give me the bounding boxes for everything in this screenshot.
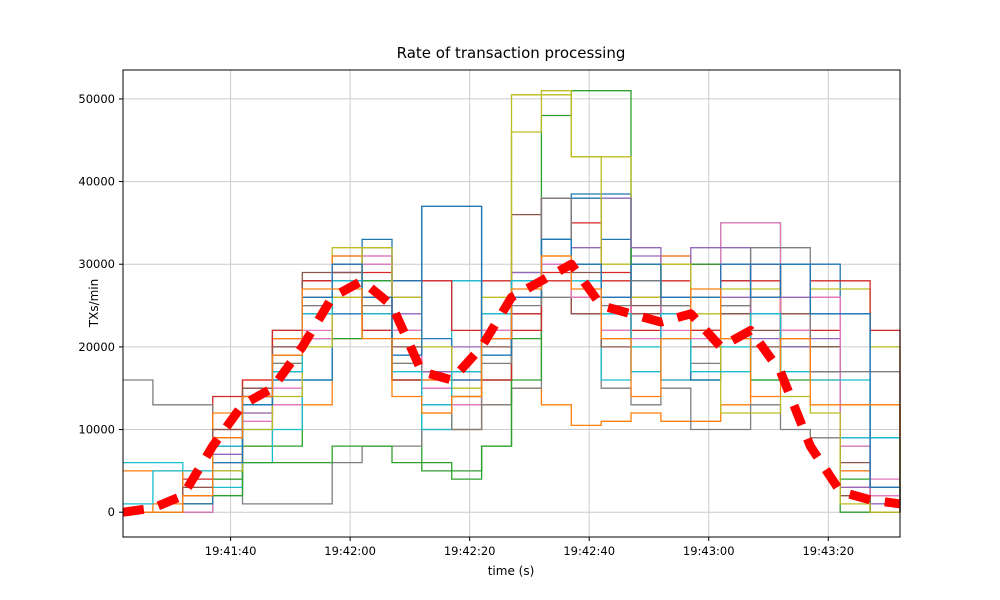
mean-layer: [122, 259, 901, 517]
x-tick-label: 19:41:40: [205, 544, 257, 558]
x-tick-label: 19:43:00: [683, 544, 735, 558]
chart-title: Rate of transaction processing: [397, 44, 626, 62]
tick-layer: 19:41:40 19:42:00 19:42:20 19:42:40 19:43:00…: [78, 92, 854, 558]
x-axis-label: time (s): [488, 564, 535, 578]
y-tick-label: 40000: [78, 175, 115, 189]
axis-spine: [122, 69, 901, 538]
x-tick-label: 19:43:20: [802, 544, 854, 558]
axes-layer: [122, 69, 901, 538]
y-tick-label: 20000: [78, 340, 115, 354]
series-line-node-08: [123, 263, 901, 513]
y-axis-label: TXs/min: [87, 279, 101, 328]
x-tick-label: 19:42:40: [563, 544, 615, 558]
y-tick-label: 0: [108, 505, 115, 519]
y-tick-label: 50000: [78, 92, 115, 106]
y-tick-label: 10000: [78, 423, 115, 437]
x-tick-label: 19:42:20: [444, 544, 496, 558]
mean-line: [122, 259, 901, 517]
x-tick-label: 19:42:00: [324, 544, 376, 558]
series-line-node-22: [123, 255, 901, 513]
y-tick-label: 30000: [78, 257, 115, 271]
